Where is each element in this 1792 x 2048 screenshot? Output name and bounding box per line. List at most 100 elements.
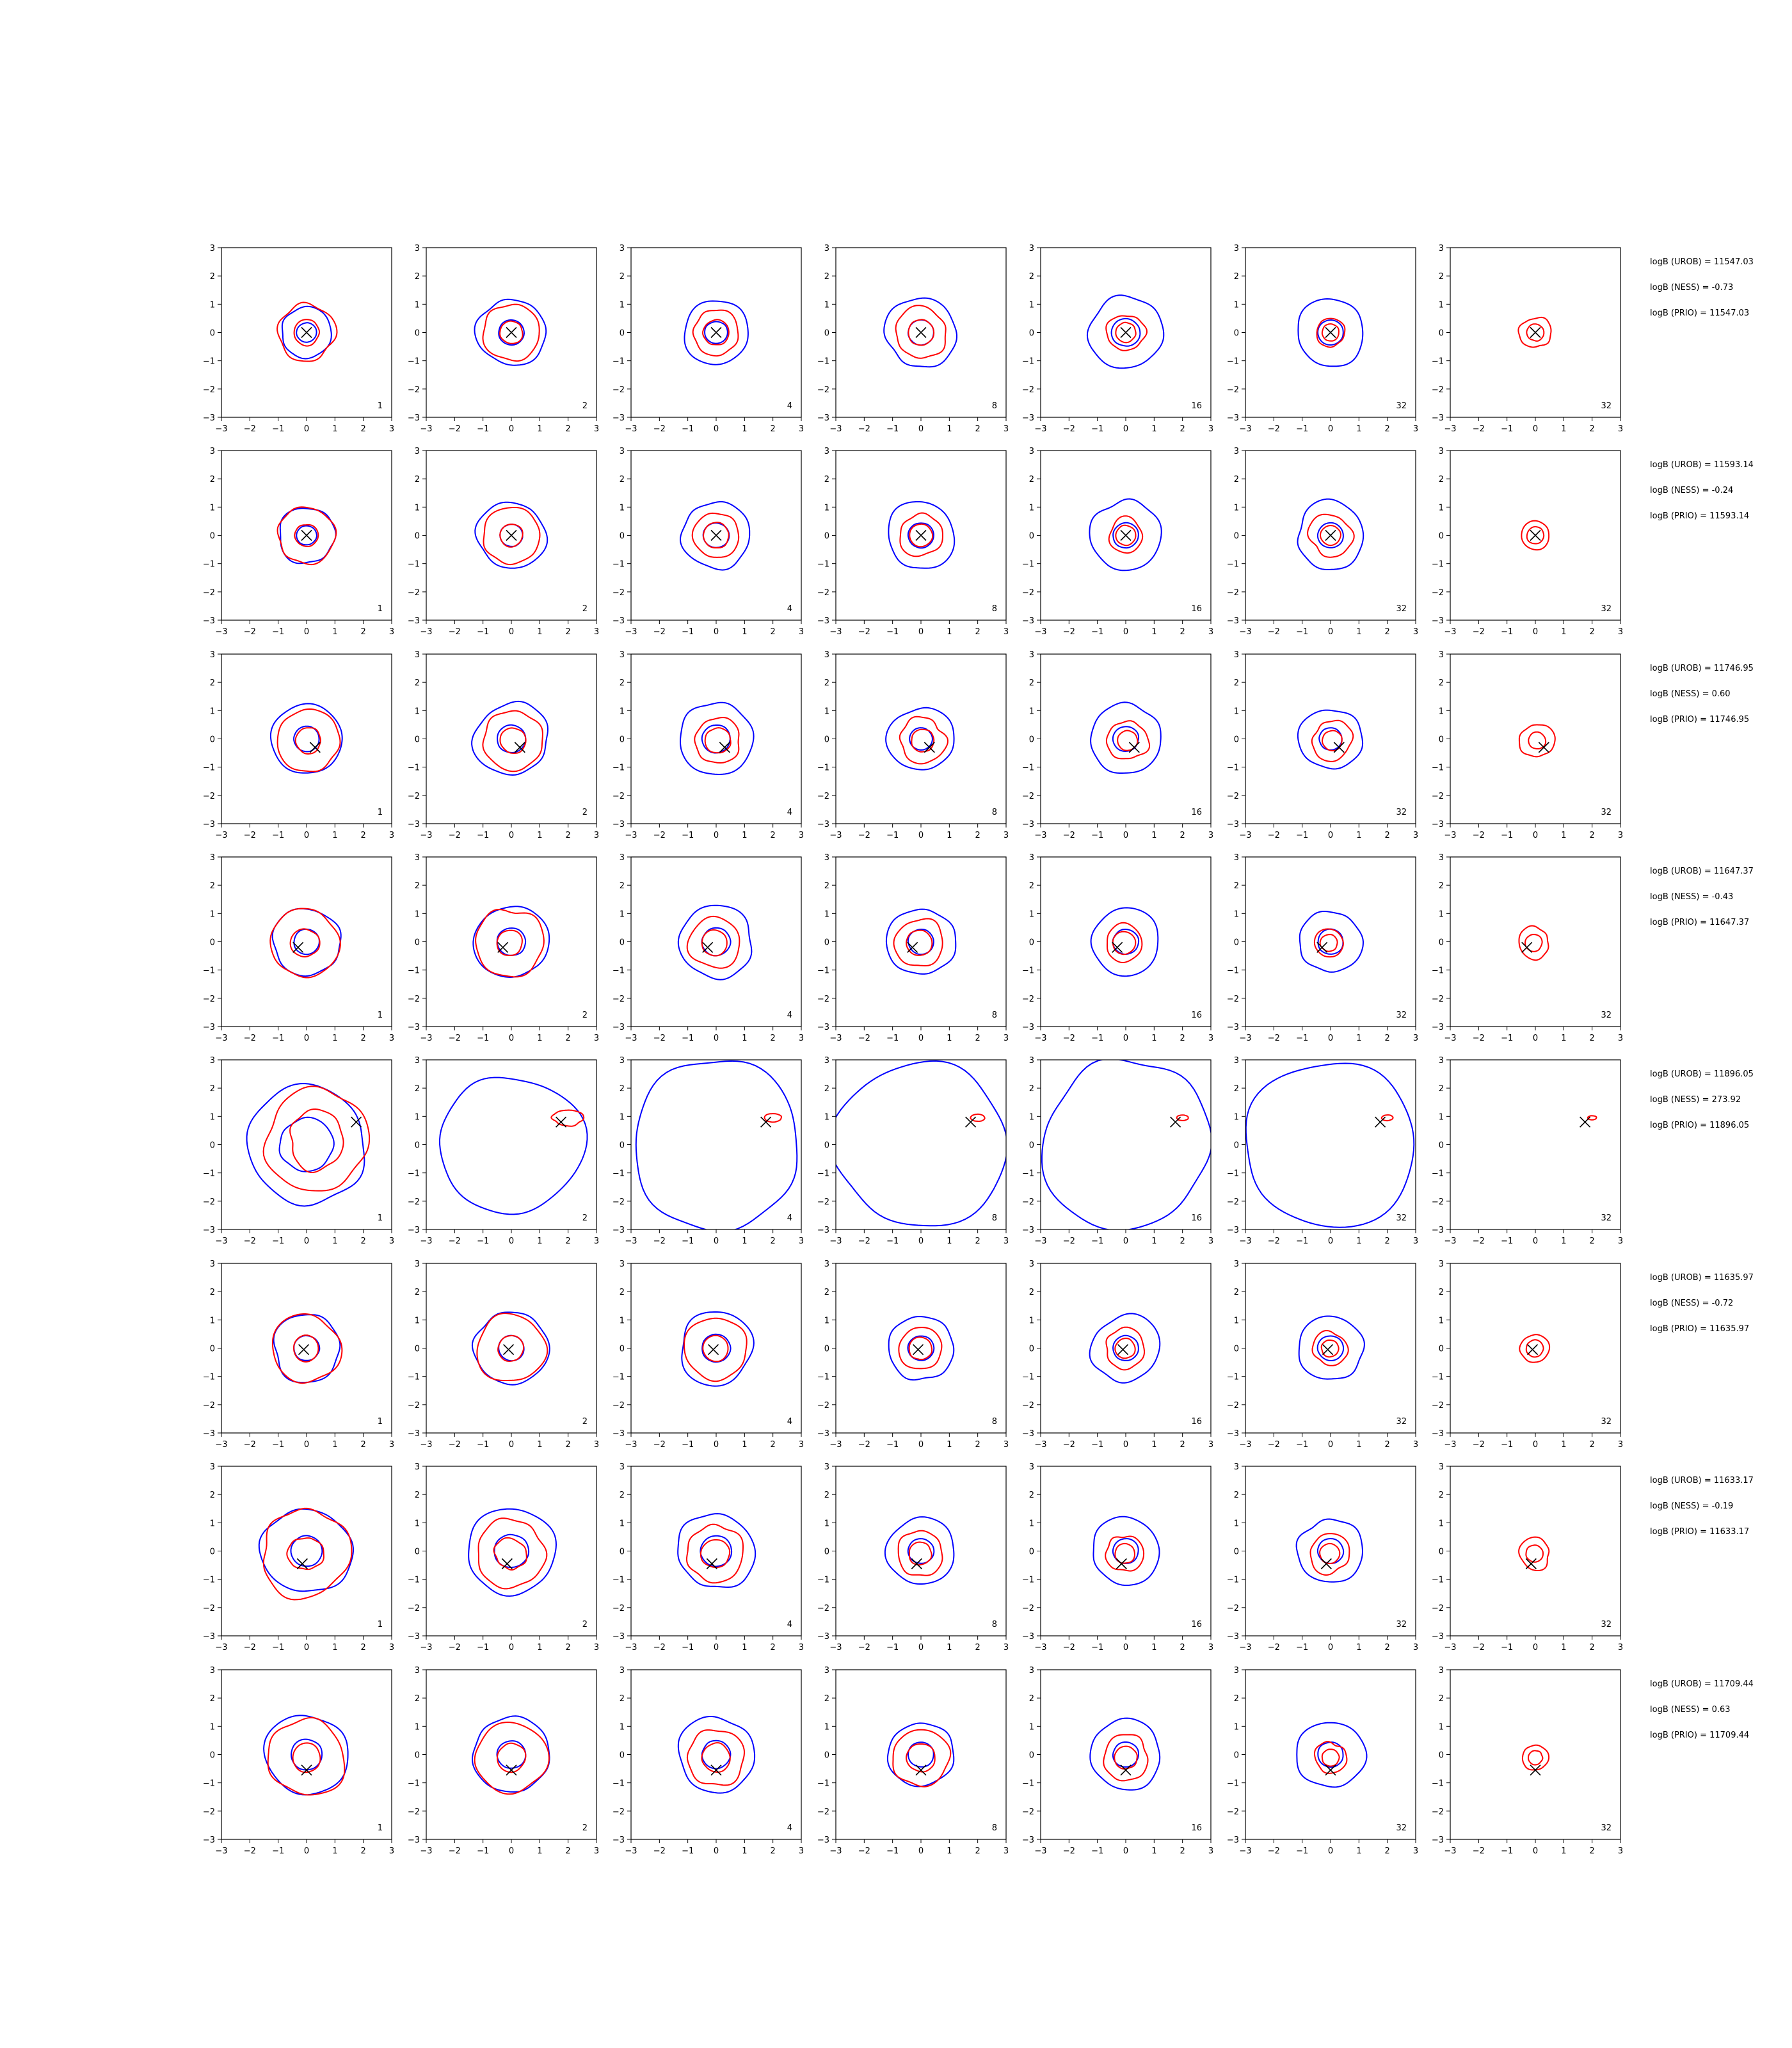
red-contour bbox=[1519, 1334, 1551, 1363]
true-value-marker bbox=[913, 1344, 924, 1356]
x-tick-label: 0 bbox=[509, 1236, 514, 1246]
logb-line: logB (NESS) = 0.63 bbox=[1650, 1705, 1731, 1715]
x-tick-label: −3 bbox=[1034, 1846, 1046, 1856]
y-tick-label: −3 bbox=[612, 616, 625, 626]
y-tick-label: 1 bbox=[415, 1112, 420, 1122]
x-tick-label: 1 bbox=[332, 424, 337, 434]
x-tick-label: 1 bbox=[1151, 1034, 1156, 1043]
y-tick-label: −2 bbox=[612, 995, 625, 1004]
x-tick-label: −2 bbox=[858, 627, 870, 637]
red-contour bbox=[262, 1507, 353, 1601]
x-tick-label: 2 bbox=[1180, 627, 1185, 637]
y-tick-label: −2 bbox=[1227, 588, 1239, 598]
y-tick-label: 2 bbox=[1439, 1491, 1444, 1500]
y-tick-label: −2 bbox=[1227, 995, 1239, 1004]
x-tick-label: 0 bbox=[1533, 1643, 1538, 1652]
red-contour bbox=[892, 1729, 952, 1788]
plot-area bbox=[1092, 1516, 1160, 1586]
y-tick-label: 0 bbox=[1439, 1345, 1444, 1354]
blue-contour bbox=[472, 906, 550, 979]
logb-line: logB (PRIO) = 11647.37 bbox=[1650, 918, 1750, 927]
blue-contour bbox=[1112, 522, 1139, 549]
blue-contour bbox=[498, 319, 525, 346]
y-tick-label: −3 bbox=[203, 1429, 215, 1439]
y-tick-label: 3 bbox=[210, 447, 215, 456]
panel-r6-c3: −3−3 −2 −2 −1 −1 0 0 1 1 2 2 3 3 4 bbox=[612, 1260, 804, 1450]
y-tick-label: −1 bbox=[1227, 1779, 1239, 1789]
y-tick-label: 0 bbox=[824, 735, 829, 745]
y-tick-label: 2 bbox=[824, 1694, 829, 1704]
plot-area bbox=[1521, 520, 1550, 551]
x-tick-label: −1 bbox=[477, 1034, 489, 1043]
red-contour bbox=[1528, 1750, 1544, 1766]
panel-label: 8 bbox=[992, 1011, 997, 1020]
x-tick-label: 0 bbox=[1533, 1440, 1538, 1450]
red-contour bbox=[1521, 1744, 1550, 1771]
y-tick-label: −3 bbox=[408, 616, 420, 626]
x-tick-label: 2 bbox=[361, 1643, 366, 1652]
panel-r8-c6: −3−3 −2 −2 −1 −1 0 0 1 1 2 2 3 3 32 bbox=[1227, 1666, 1418, 1856]
red-contour bbox=[1108, 515, 1144, 554]
x-tick-label: −2 bbox=[653, 1440, 666, 1450]
x-tick-label: 2 bbox=[566, 1643, 571, 1652]
y-tick-label: 3 bbox=[210, 853, 215, 863]
x-tick-label: 1 bbox=[1561, 1034, 1566, 1043]
x-tick-label: 1 bbox=[1356, 1236, 1361, 1246]
blue-contour bbox=[281, 305, 332, 360]
x-tick-label: 0 bbox=[509, 1440, 514, 1450]
red-contour bbox=[898, 1327, 943, 1370]
axes-frame bbox=[1245, 1263, 1416, 1434]
y-tick-label: −1 bbox=[1022, 1373, 1034, 1382]
y-tick-label: −3 bbox=[817, 1429, 829, 1439]
red-contour bbox=[550, 1109, 585, 1127]
logb-line: logB (UROB) = 11709.44 bbox=[1650, 1679, 1754, 1689]
panel-r3-c1: −3−3 −2 −2 −1 −1 0 0 1 1 2 2 3 3 1 bbox=[203, 650, 394, 840]
red-contour bbox=[289, 928, 321, 957]
y-tick-label: 2 bbox=[415, 1694, 420, 1704]
x-tick-label: 0 bbox=[1328, 1236, 1333, 1246]
x-tick-label: 1 bbox=[1561, 627, 1566, 637]
x-tick-label: 1 bbox=[1151, 1236, 1156, 1246]
x-tick-label: 2 bbox=[771, 1034, 776, 1043]
x-tick-label: −2 bbox=[858, 1643, 870, 1652]
x-tick-label: 2 bbox=[361, 627, 366, 637]
x-tick-label: −3 bbox=[625, 1643, 637, 1652]
red-contour bbox=[1525, 1339, 1544, 1358]
panel-label: 16 bbox=[1191, 1823, 1202, 1833]
x-tick-label: 2 bbox=[566, 831, 571, 840]
y-tick-label: 3 bbox=[824, 1462, 829, 1472]
panel-label: 32 bbox=[1396, 401, 1407, 411]
x-tick-label: 0 bbox=[304, 1440, 309, 1450]
x-tick-label: 2 bbox=[771, 627, 776, 637]
y-tick-label: 3 bbox=[620, 1666, 625, 1676]
y-tick-label: 3 bbox=[824, 1666, 829, 1676]
plot-area bbox=[471, 1715, 550, 1795]
panel-r1-c4: −3−3 −2 −2 −1 −1 0 0 1 1 2 2 3 3 8 bbox=[817, 244, 1009, 434]
blue-contour bbox=[701, 1333, 732, 1363]
panel-label: 32 bbox=[1601, 1011, 1612, 1020]
x-tick-label: 3 bbox=[1618, 1846, 1623, 1856]
y-tick-label: 0 bbox=[1029, 1751, 1034, 1761]
x-tick-label: −3 bbox=[420, 1440, 432, 1450]
axes-frame bbox=[1040, 1059, 1212, 1230]
x-tick-label: 1 bbox=[537, 1643, 542, 1652]
true-value-marker bbox=[706, 1558, 717, 1569]
y-tick-label: 1 bbox=[824, 300, 829, 310]
x-tick-label: 2 bbox=[1180, 831, 1185, 840]
y-tick-label: −3 bbox=[1227, 616, 1239, 626]
x-tick-label: −2 bbox=[449, 1034, 461, 1043]
red-contour bbox=[908, 319, 935, 346]
y-tick-label: 2 bbox=[1029, 1288, 1034, 1297]
y-tick-label: −2 bbox=[1227, 385, 1239, 395]
logb-line: logB (UROB) = 11647.37 bbox=[1650, 867, 1754, 876]
x-tick-label: 3 bbox=[1004, 831, 1009, 840]
true-value-marker bbox=[506, 529, 517, 541]
red-contour bbox=[1314, 1741, 1348, 1774]
panel-label: 1 bbox=[378, 808, 383, 817]
plot-area bbox=[1580, 1115, 1597, 1128]
x-tick-label: 2 bbox=[1590, 627, 1595, 637]
y-tick-label: 1 bbox=[1234, 707, 1239, 716]
panel-r4-c6: −3−3 −2 −2 −1 −1 0 0 1 1 2 2 3 3 32 bbox=[1227, 853, 1418, 1043]
panel-label: 4 bbox=[787, 1620, 792, 1629]
blue-contour bbox=[269, 703, 343, 774]
